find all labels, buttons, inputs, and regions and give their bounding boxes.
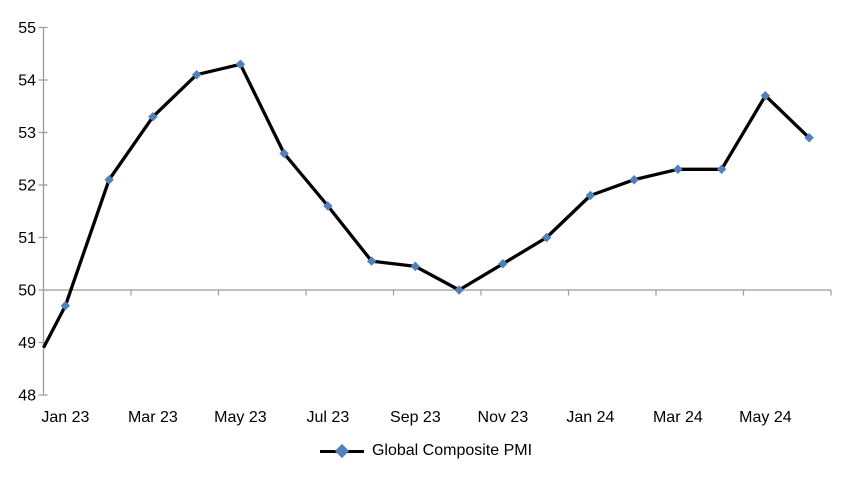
data-point-marker	[323, 201, 333, 211]
legend-label: Global Composite PMI	[371, 442, 533, 459]
data-point-marker	[235, 59, 246, 69]
data-point-marker	[148, 112, 158, 122]
y-tick-label: 49	[18, 335, 36, 352]
x-tick-label: Mar 23	[128, 409, 178, 426]
data-point-marker	[454, 285, 464, 295]
y-tick-label: 55	[18, 20, 36, 37]
data-point-marker	[804, 133, 814, 143]
x-tick-label: May 23	[214, 409, 267, 426]
legend-line-marker-sample	[319, 443, 364, 459]
x-tick-label: Nov 23	[478, 409, 529, 426]
y-tick-label: 52	[18, 178, 36, 195]
y-tick-label: 51	[18, 230, 36, 247]
y-tick-label: 50	[18, 283, 36, 300]
data-point-marker	[585, 190, 596, 201]
series-line	[42, 62, 811, 349]
y-tick-label: 48	[18, 388, 36, 405]
data-point-marker	[716, 164, 727, 174]
y-tick-label: 53	[18, 125, 36, 142]
data-point-marker	[673, 164, 683, 174]
legend-diamond-icon	[334, 443, 350, 459]
data-point-marker	[629, 175, 639, 185]
data-point-marker	[366, 256, 377, 266]
data-point-marker	[279, 148, 289, 159]
x-tick-label: Jan 23	[41, 409, 89, 426]
x-tick-label: Jan 24	[566, 409, 614, 426]
data-point-marker	[760, 91, 771, 101]
data-point-marker	[498, 259, 508, 269]
legend: Global Composite PMI	[0, 442, 852, 460]
data-point-marker	[60, 301, 71, 311]
data-point-marker	[541, 232, 552, 243]
x-tick-label: Jul 23	[307, 409, 350, 426]
data-point-marker	[191, 70, 202, 80]
data-point-marker	[410, 261, 421, 272]
x-tick-label: Mar 24	[653, 409, 703, 426]
x-tick-label: Sep 23	[390, 409, 441, 426]
y-tick-label: 54	[18, 73, 36, 90]
data-point-marker	[104, 175, 114, 185]
x-tick-label: May 24	[739, 409, 792, 426]
